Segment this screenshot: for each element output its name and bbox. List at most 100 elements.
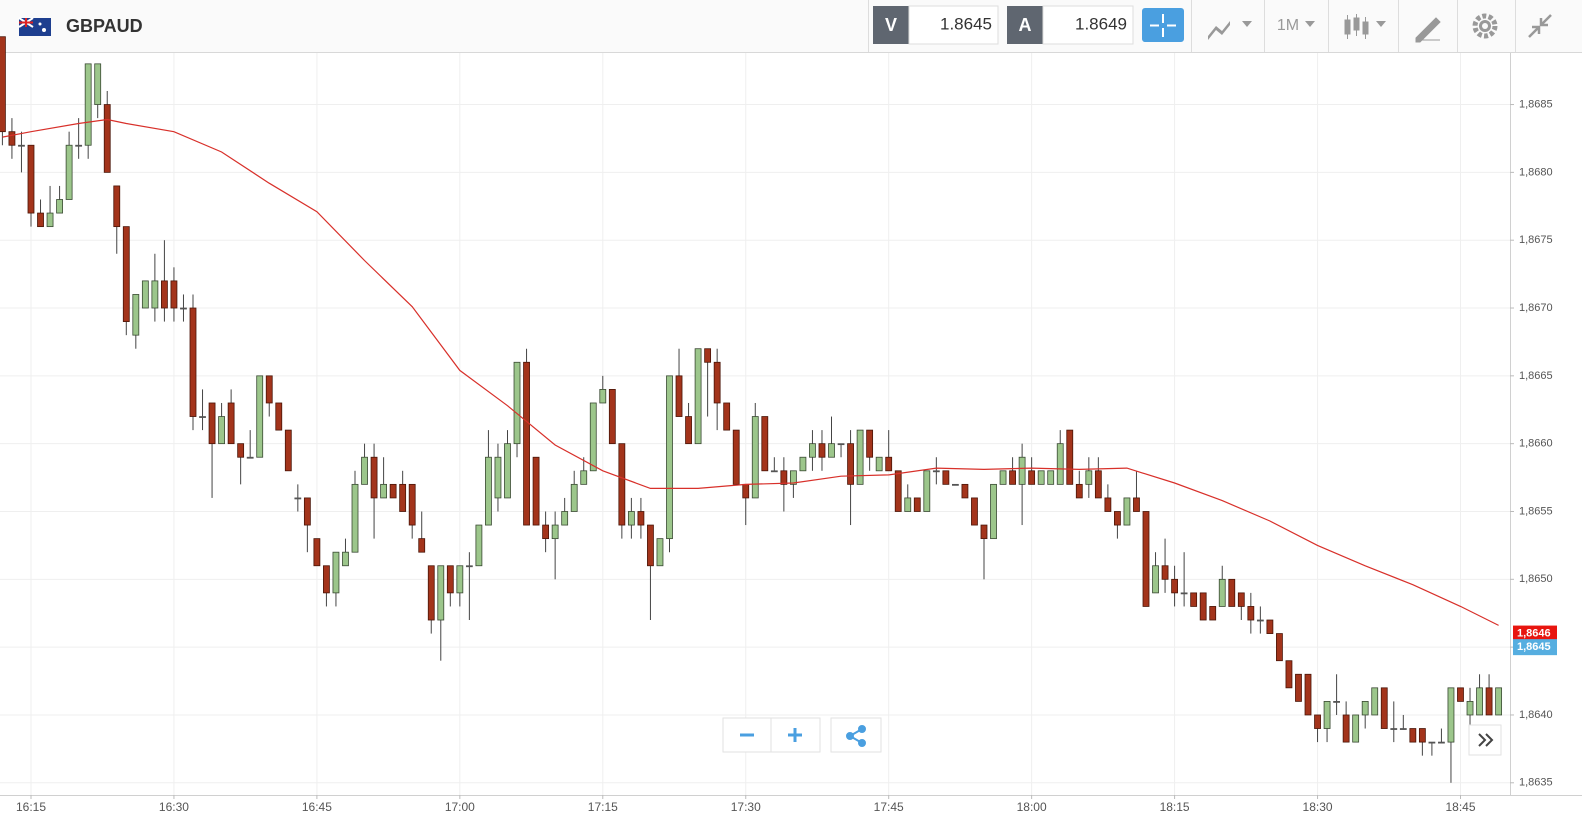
y-tick-label: 1,8650 [1519, 573, 1553, 585]
candle-body [141, 280, 149, 309]
candle-body [256, 375, 264, 458]
candle-body [218, 416, 225, 445]
candle-body [923, 470, 931, 512]
candle-body [675, 375, 683, 417]
toolbar-separators [1191, 0, 1516, 52]
sell-button[interactable] [873, 6, 909, 44]
candle-body [1228, 578, 1236, 607]
candle-body [818, 443, 826, 458]
separator [868, 0, 869, 52]
candle-body [237, 443, 245, 458]
candle-body [1295, 673, 1302, 702]
buy-price: 1.8649 [1075, 14, 1127, 33]
candle-body [1399, 728, 1407, 730]
candle-body [1218, 578, 1226, 607]
candle-body [770, 470, 778, 473]
x-tick-label: 17:45 [874, 800, 904, 814]
candle-body [1285, 660, 1293, 689]
x-tick-label: 16:45 [302, 800, 332, 814]
candle-body [513, 361, 521, 445]
share-icon [846, 725, 866, 747]
candle-body [504, 443, 511, 499]
candle-body [1209, 606, 1217, 621]
candle-body [1304, 673, 1312, 716]
candle-body [0, 36, 6, 133]
candle-body [1066, 429, 1074, 485]
candle-body [1094, 470, 1102, 499]
candle-body [732, 429, 740, 485]
candle-body [1075, 483, 1083, 499]
candle-body [408, 483, 416, 526]
buy-price-box [1042, 5, 1134, 45]
candle-body [780, 470, 788, 485]
candle-body [932, 470, 940, 473]
y-tick-label: 1,8675 [1519, 234, 1553, 246]
timeframe[interactable]: 1M [1277, 17, 1299, 34]
candle-body [1495, 687, 1503, 716]
candle-body [1028, 470, 1036, 485]
candle-body [113, 185, 121, 228]
candle-body [103, 104, 111, 173]
candle-body [75, 144, 83, 147]
candle-body [227, 402, 235, 445]
candle-body [1018, 456, 1026, 485]
y-tick-label: 1,8635 [1519, 777, 1553, 789]
candle-body [1438, 741, 1445, 744]
candle-body [523, 361, 530, 526]
candle-body [1466, 701, 1474, 716]
settings-icon[interactable] [1472, 13, 1498, 39]
x-tick-label: 16:30 [159, 800, 189, 814]
x-tick-label: 16:15 [16, 800, 46, 814]
x-tick-label: 18:15 [1160, 800, 1190, 814]
candle-body [199, 416, 206, 418]
candle-body [370, 456, 378, 499]
candle-body [8, 131, 16, 146]
candle-body [751, 416, 759, 499]
y-tick-label: 1,8670 [1519, 302, 1553, 314]
scroll-end-button[interactable] [1468, 724, 1502, 756]
candle-body [284, 429, 292, 472]
sell-price-box [908, 5, 999, 45]
candle-body [1276, 633, 1283, 662]
candle-body [1133, 497, 1140, 512]
candle-body [180, 307, 187, 310]
candle-body [647, 524, 654, 567]
candle-body [275, 402, 283, 431]
buy-button[interactable] [1007, 6, 1043, 44]
candle-body [361, 456, 368, 485]
candle-body [904, 497, 912, 512]
moving-average [2, 118, 1499, 626]
candle-body [1237, 592, 1245, 607]
candle-body [1428, 741, 1436, 744]
candle-body [704, 348, 712, 363]
candle-body [1457, 687, 1464, 702]
candle-body [475, 524, 483, 567]
candle-body [323, 565, 330, 594]
candle-body [532, 456, 540, 526]
candle-body [1342, 714, 1350, 743]
candle-body [1380, 687, 1388, 729]
candle-body [94, 63, 102, 105]
candle-body [551, 524, 559, 540]
candle-body [122, 226, 130, 322]
x-tick-label: 18:45 [1445, 800, 1475, 814]
candle-body [627, 511, 635, 526]
candle-body [1047, 470, 1055, 485]
candle-body [1323, 701, 1331, 729]
candle-body [990, 483, 997, 540]
y-tick-label: 1,8660 [1519, 438, 1553, 450]
crosshair-button[interactable] [1142, 8, 1184, 42]
collapse-icon[interactable] [1528, 14, 1552, 38]
candles-icon[interactable] [1344, 14, 1386, 39]
chart-type-icon[interactable] [1208, 21, 1252, 40]
candle-body [1180, 592, 1188, 595]
candle-body [132, 294, 140, 336]
candle-body [1390, 728, 1398, 730]
candle-body [265, 375, 273, 404]
draw-icon[interactable] [1415, 17, 1441, 43]
candle-body [961, 483, 969, 499]
x-tick-label: 17:15 [588, 800, 618, 814]
candle-body [971, 497, 978, 526]
share-button[interactable] [830, 717, 882, 753]
